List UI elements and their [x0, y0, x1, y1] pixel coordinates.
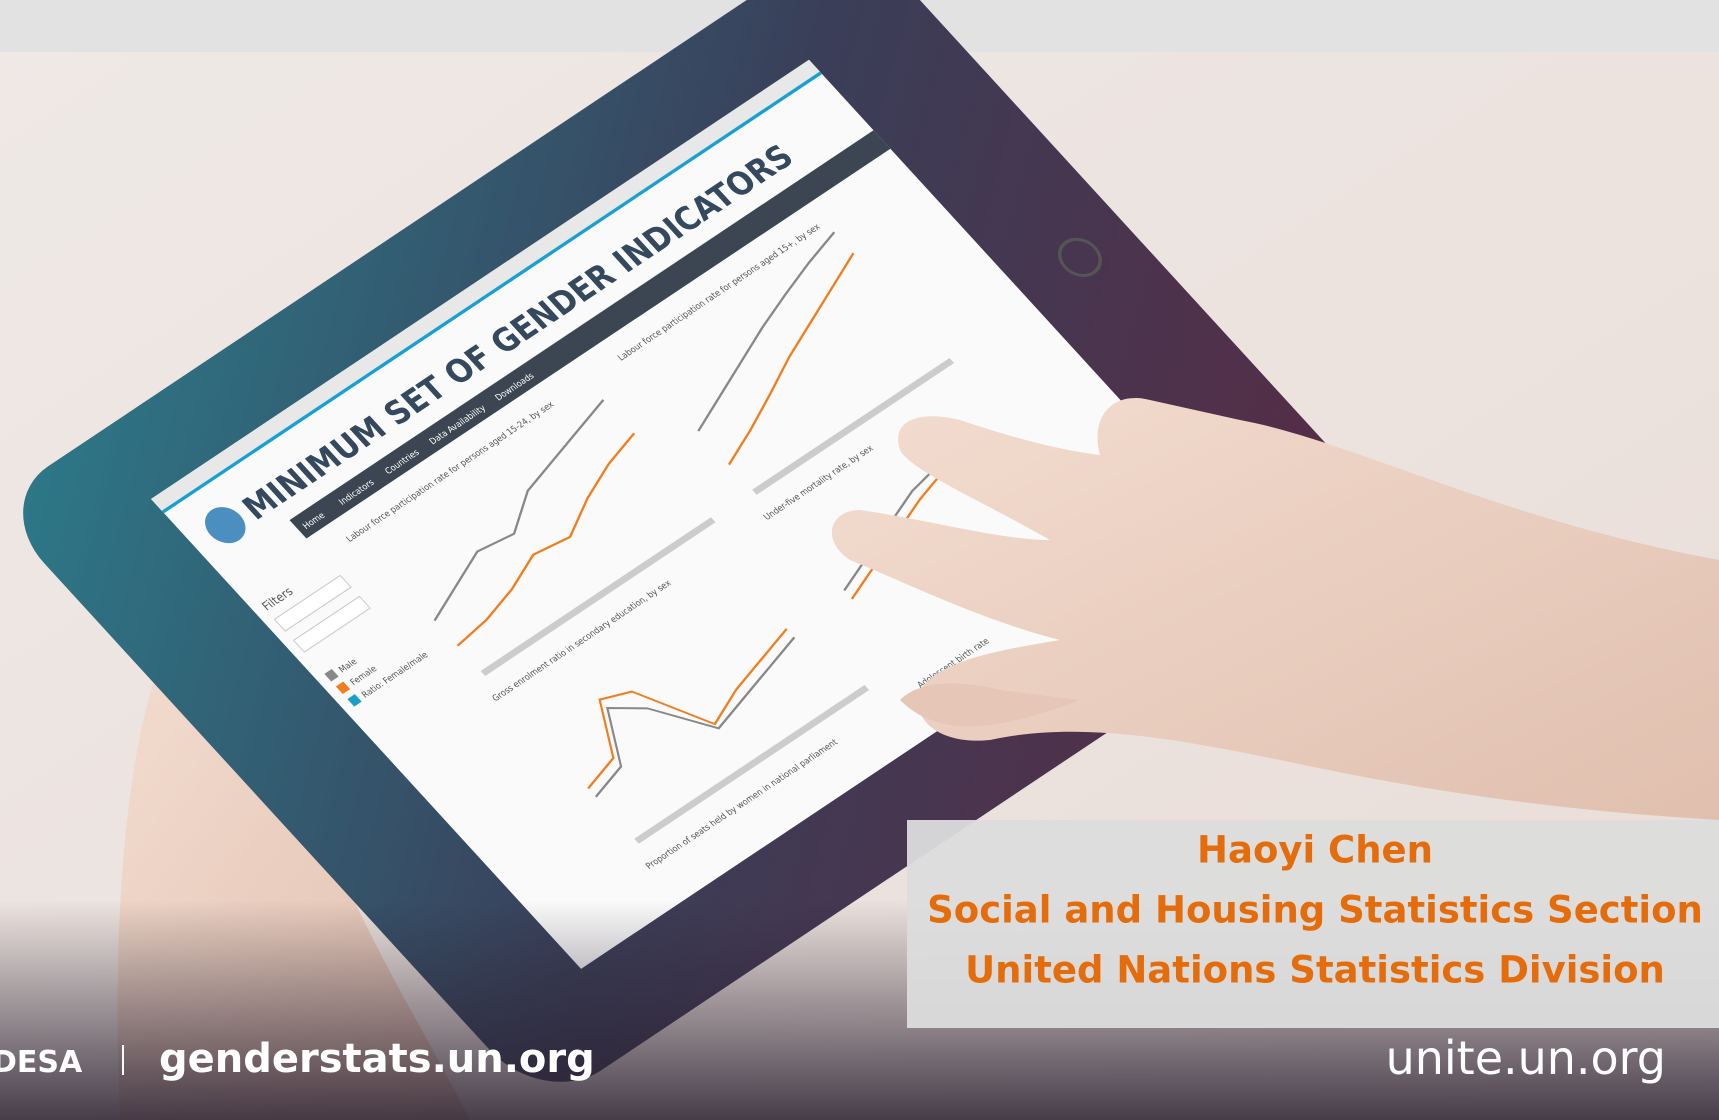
- footer-desa: DESA: [0, 1045, 83, 1080]
- page: MINIMUM SET OF GENDER INDICATORS Home In…: [0, 0, 1719, 1120]
- footer-url[interactable]: genderstats.un.org: [159, 1036, 595, 1082]
- presenter-division: United Nations Statistics Division: [965, 949, 1665, 992]
- presenter-section: Social and Housing Statistics Section: [927, 889, 1703, 932]
- presenter-name: Haoyi Chen: [1197, 829, 1433, 872]
- slide: MINIMUM SET OF GENDER INDICATORS Home In…: [0, 0, 1719, 1120]
- footer-unite[interactable]: unite.un.org: [1386, 1031, 1666, 1085]
